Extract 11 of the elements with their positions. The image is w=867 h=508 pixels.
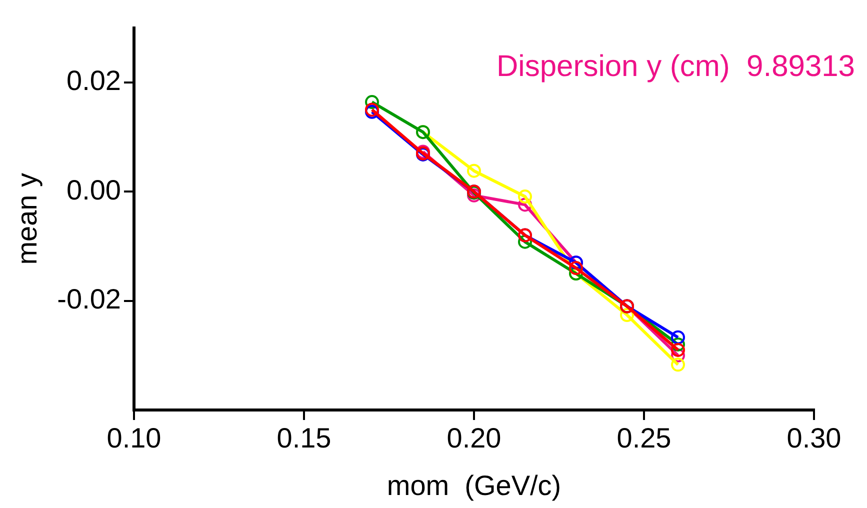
x-tick-label: 0.20 [446, 422, 502, 454]
x-tick-label: 0.10 [106, 422, 162, 454]
x-tick-label: 0.30 [786, 422, 842, 454]
x-axis-title: mom (GeV/c) [386, 470, 562, 501]
y-tick-label: 0.02 [66, 65, 121, 96]
y-tick-label: 0.00 [66, 174, 121, 206]
y-tick-label: -0.02 [57, 284, 121, 315]
y-axis-title: mean y [12, 172, 43, 265]
x-tick-label: 0.25 [616, 422, 672, 454]
x-tick-label: 0.15 [276, 422, 332, 454]
annotation: Dispersion y (cm) 9.89313 [496, 50, 855, 84]
